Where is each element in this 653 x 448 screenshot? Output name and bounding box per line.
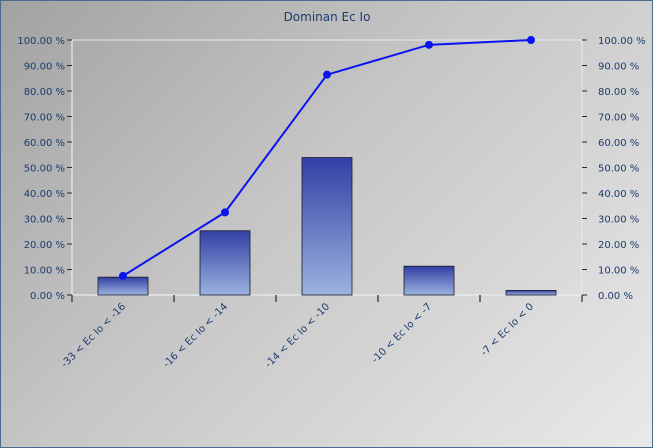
y-tick-label-right: 60.00 % — [598, 138, 639, 149]
y-tick-label-left: 0.00 % — [30, 291, 65, 302]
x-tick-label: -33 < Ec Io < -16 — [59, 301, 128, 370]
y-tick-label-left: 90.00 % — [24, 62, 65, 73]
bar — [403, 265, 455, 296]
y-tick-label-left: 100.00 % — [17, 36, 65, 47]
y-tick-label-left: 40.00 % — [24, 189, 65, 200]
y-tick-label-left: 70.00 % — [24, 113, 65, 124]
y-tick-label-left: 10.00 % — [24, 266, 65, 277]
y-tick-label-right: 70.00 % — [598, 113, 639, 124]
y-tick-label-right: 20.00 % — [598, 240, 639, 251]
y-tick-label-right: 30.00 % — [598, 215, 639, 226]
cumulative-point — [221, 208, 229, 217]
y-tick-label-left: 50.00 % — [24, 164, 65, 175]
bar — [199, 230, 251, 296]
cumulative-point — [119, 271, 127, 280]
y-tick-label-left: 80.00 % — [24, 87, 65, 98]
cumulative-point — [323, 70, 331, 79]
bars — [97, 157, 557, 296]
cumulative-point — [527, 36, 535, 44]
y-tick-label-left: 30.00 % — [24, 215, 65, 226]
y-tick-label-right: 10.00 % — [598, 266, 639, 277]
y-tick-label-right: 40.00 % — [598, 189, 639, 200]
y-tick-label-right: 90.00 % — [598, 62, 639, 73]
bar — [505, 290, 557, 296]
bar — [301, 157, 353, 296]
x-tick-label: -14 < Ec Io < -10 — [263, 301, 332, 370]
y-tick-label-right: 100.00 % — [598, 36, 646, 47]
y-tick-label-right: 80.00 % — [598, 87, 639, 98]
y-tick-label-right: 0.00 % — [598, 291, 633, 302]
axes — [67, 39, 587, 302]
chart-title: Dominan Ec Io — [284, 10, 371, 24]
y-tick-label-right: 50.00 % — [598, 164, 639, 175]
x-tick-label: -7 < Ec Io < 0 — [479, 301, 536, 358]
y-tick-label-left: 20.00 % — [24, 240, 65, 251]
y-tick-label-left: 60.00 % — [24, 138, 65, 149]
cumulative-point — [425, 40, 433, 49]
cumulative-line — [119, 36, 535, 280]
x-tick-label: -10 < Ec Io < -7 — [370, 301, 434, 365]
x-tick-label: -16 < Ec Io < -14 — [161, 301, 230, 370]
